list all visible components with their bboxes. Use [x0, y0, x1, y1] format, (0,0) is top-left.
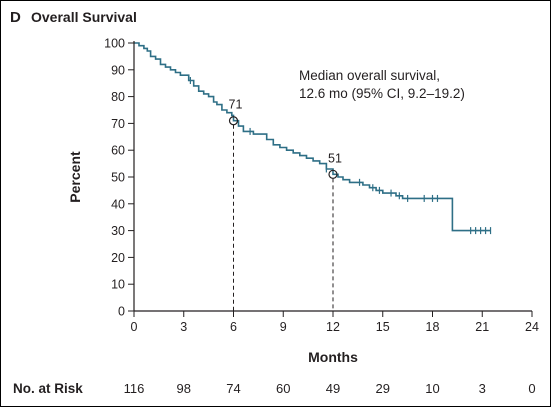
y-tick-label: 60: [111, 144, 125, 158]
risk-table-title: No. at Risk: [13, 381, 83, 396]
x-tick-label: 6: [230, 320, 237, 334]
panel-title: Overall Survival: [31, 9, 137, 25]
risk-table-value: 10: [425, 381, 439, 396]
panel-letter: D: [10, 9, 21, 26]
survival-step-line: [134, 42, 491, 232]
x-tick-label: 12: [326, 320, 340, 334]
x-axis-label: Months: [308, 349, 358, 365]
y-tick-label: 100: [104, 37, 125, 51]
y-axis-label: Percent: [67, 151, 83, 203]
y-tick-label: 70: [111, 117, 125, 131]
risk-table-value: 98: [177, 381, 191, 396]
y-tick-label: 10: [111, 278, 125, 292]
x-tick-label: 15: [376, 320, 390, 334]
risk-table-value: 49: [326, 381, 340, 396]
median-marker-circle: [328, 169, 338, 179]
x-tick-label: 18: [426, 320, 440, 334]
x-tick-label: 0: [131, 320, 138, 334]
risk-table-value: 116: [124, 381, 145, 396]
y-tick-label: 50: [111, 171, 125, 185]
risk-table-value: 0: [528, 381, 535, 396]
risk-table-values: 116 98 74 60 49 29 10 3 0: [124, 381, 536, 396]
median-marker-label: 71: [229, 98, 243, 112]
y-tick-label: 80: [111, 90, 125, 104]
x-tick-label: 24: [525, 320, 539, 334]
median-marker-circle: [228, 116, 239, 126]
y-tick-label: 0: [118, 305, 125, 319]
y-tick-label: 90: [111, 63, 125, 77]
y-tick-label: 20: [111, 251, 125, 265]
x-tick-label: 21: [475, 320, 489, 334]
risk-table-value: 74: [226, 381, 240, 396]
median-marker-label: 51: [328, 151, 342, 165]
survival-curve-layer: 71 51: [134, 42, 492, 311]
y-tick-label: 40: [111, 197, 125, 211]
axes-layer: 0 10 20 30 40 50 60 70 80 90 100 0 3 6 9 12 15 18 21 24: [104, 37, 539, 335]
median-annotation-line1: Median overall survival,: [299, 68, 440, 83]
risk-table-value: 60: [276, 381, 290, 396]
y-tick-label: 30: [111, 224, 125, 238]
x-tick-label: 3: [180, 320, 187, 334]
risk-table-value: 3: [479, 381, 486, 396]
risk-table-value: 29: [376, 381, 390, 396]
median-annotation-line2: 12.6 mo (95% CI, 9.2–19.2): [299, 86, 465, 101]
x-tick-label: 9: [280, 320, 287, 334]
